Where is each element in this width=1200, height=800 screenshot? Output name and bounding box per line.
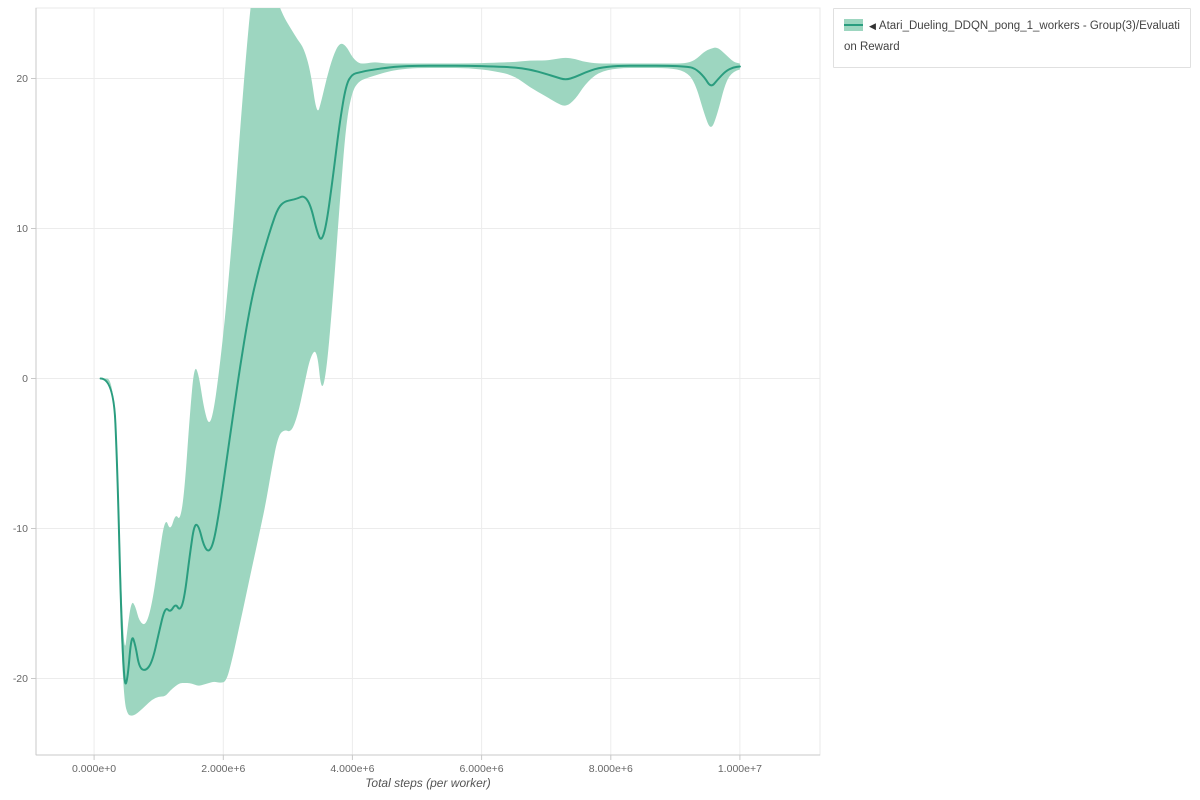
y-tick-label: -10 (13, 523, 28, 535)
std-band-area (100, 8, 740, 716)
y-tick-label: 10 (16, 223, 28, 235)
legend-entry-evaluation-reward[interactable]: ◀ Atari_Dueling_DDQN_pong_1_workers - Gro… (844, 19, 1180, 53)
legend-series-label: Atari_Dueling_DDQN_pong_1_workers - Grou… (844, 20, 1180, 53)
y-tick-label: 0 (22, 373, 28, 385)
x-tick-label: 2.000e+6 (201, 763, 245, 775)
legend: ◀ Atari_Dueling_DDQN_pong_1_workers - Gro… (833, 8, 1191, 68)
y-tick-label: -20 (13, 673, 28, 685)
x-tick-label: 4.000e+6 (330, 763, 374, 775)
series-line-icon (844, 24, 863, 26)
y-tick-label: 20 (16, 73, 28, 85)
x-tick-label: 6.000e+6 (460, 763, 504, 775)
series-swatch-icon (844, 19, 863, 31)
mean-reward-line (99, 64, 741, 685)
x-tick-label: 0.000e+0 (72, 763, 116, 775)
bookmark-triangle-icon: ◀ (869, 21, 876, 31)
x-tick-label: 8.000e+6 (589, 763, 633, 775)
x-axis-title: Total steps (per worker) (365, 776, 491, 790)
x-tick-label: 1.000e+7 (718, 763, 762, 775)
